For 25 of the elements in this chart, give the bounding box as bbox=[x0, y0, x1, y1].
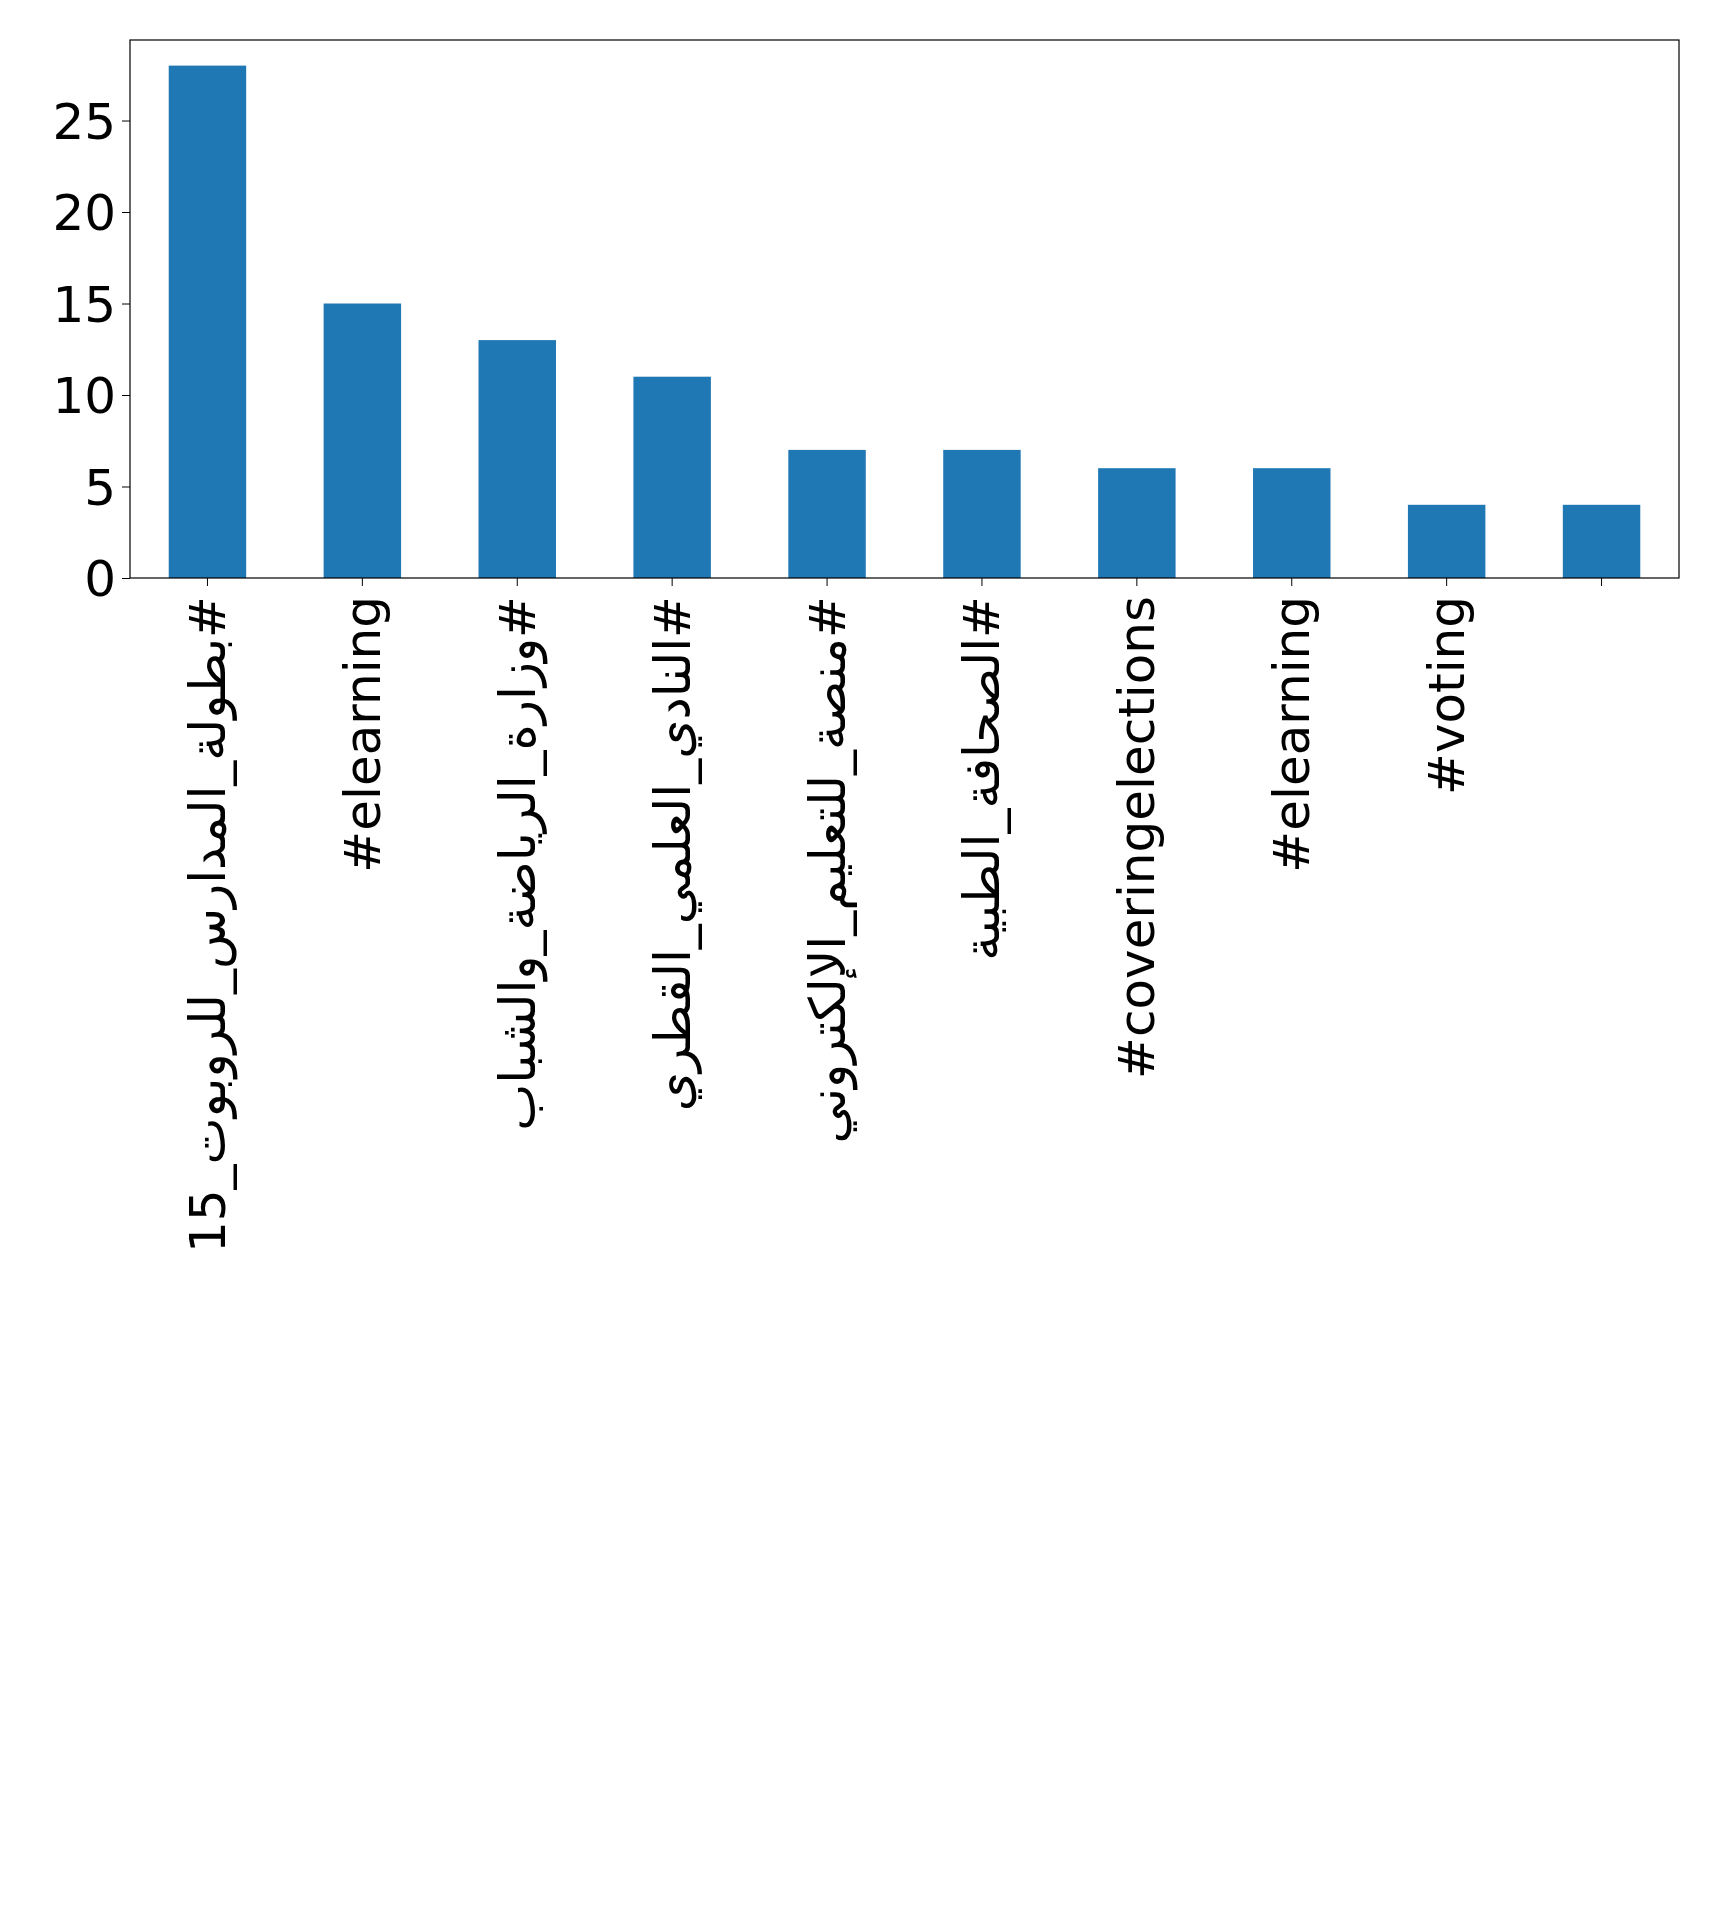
x-tick-label: #elearning bbox=[1263, 596, 1322, 873]
bar bbox=[1098, 468, 1176, 578]
bar bbox=[1407, 504, 1486, 578]
bar bbox=[323, 303, 402, 578]
y-tick-label: 0 bbox=[84, 550, 116, 608]
bar bbox=[1562, 504, 1641, 578]
bar bbox=[478, 340, 556, 578]
bar bbox=[943, 449, 1021, 578]
y-tick-label: 25 bbox=[52, 92, 116, 151]
x-tick-label: #voting bbox=[1418, 596, 1477, 795]
x-tick-label: #elearning bbox=[333, 596, 392, 873]
x-tick-label: #coveringelections bbox=[1108, 596, 1167, 1079]
x-tick-label: #وزارة_الرياضة_والشباب bbox=[488, 596, 548, 1131]
x-tick-label: #منصة_للتعليم_الإلكتروني bbox=[798, 596, 858, 1144]
bar bbox=[633, 376, 711, 578]
bar bbox=[168, 65, 247, 578]
x-tick-label: #الصحافة_الطبية bbox=[953, 596, 1012, 961]
y-tick-label: 10 bbox=[52, 367, 116, 426]
y-tick-label: 15 bbox=[52, 275, 116, 334]
y-tick-label: 20 bbox=[52, 184, 116, 243]
x-tick-label: #النادي_العلمي_القطري bbox=[643, 596, 702, 1112]
bar bbox=[1253, 468, 1331, 578]
y-tick-label: 5 bbox=[84, 458, 116, 517]
x-tick-label: #بطولة_المدارس_للروبوت_15 bbox=[178, 596, 238, 1254]
bar bbox=[788, 449, 866, 578]
